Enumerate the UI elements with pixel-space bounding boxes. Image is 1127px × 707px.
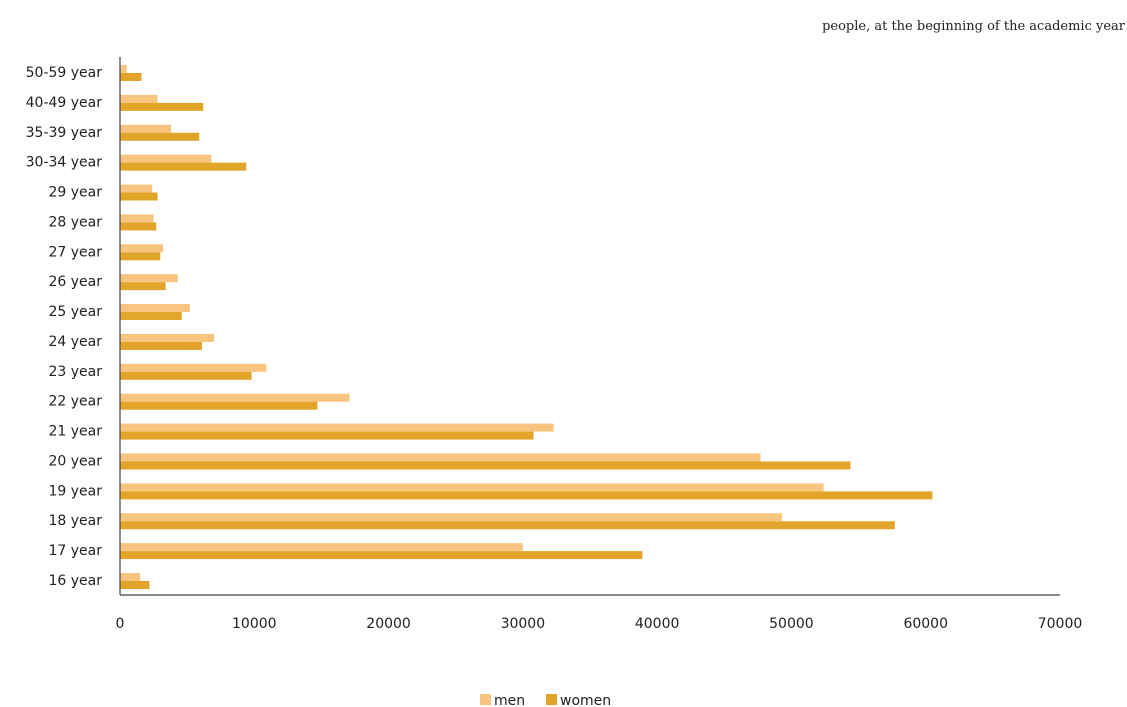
category-label: 18 year <box>49 513 103 529</box>
bar-women <box>120 192 158 201</box>
bar-women <box>120 371 252 380</box>
category-label: 19 year <box>49 483 103 499</box>
category-label: 30-34 year <box>26 155 103 171</box>
bar-men <box>120 363 267 372</box>
x-tick-label: 30000 <box>501 616 546 632</box>
category-label: 23 year <box>49 364 103 380</box>
bar-men <box>120 543 523 552</box>
bars-group <box>120 65 933 589</box>
category-label: 35-39 year <box>26 125 103 141</box>
bar-men <box>120 94 158 103</box>
x-tick-label: 60000 <box>903 616 948 632</box>
bar-women <box>120 431 534 440</box>
bar-women <box>120 312 182 321</box>
bar-men <box>120 393 350 402</box>
legend-label-women: women <box>560 693 611 707</box>
x-tick-label: 10000 <box>232 616 277 632</box>
bar-women <box>120 401 318 410</box>
bar-men <box>120 333 214 342</box>
bar-men <box>120 423 554 432</box>
bar-men <box>120 65 127 73</box>
x-tick-labels: 0 10000 20000 30000 40000 50000 60000 70000 <box>116 616 1083 632</box>
bar-women <box>120 551 643 560</box>
bar-women <box>120 73 142 81</box>
bar-men <box>120 573 141 581</box>
legend-label-men: men <box>494 693 525 707</box>
category-label: 17 year <box>49 543 103 559</box>
category-label: 50-59 year <box>26 65 103 81</box>
bar-women <box>120 102 204 111</box>
x-tick-label: 50000 <box>769 616 814 632</box>
bar-men <box>120 513 783 522</box>
category-label: 40-49 year <box>26 95 103 111</box>
x-tick-label: 40000 <box>635 616 680 632</box>
category-label: 20 year <box>49 453 103 469</box>
bar-women <box>120 222 157 231</box>
chart-subtitle: people, at the beginning of the academic… <box>822 19 1126 34</box>
legend: men women <box>480 693 611 707</box>
bar-women <box>120 581 150 589</box>
category-label: 16 year <box>49 573 103 589</box>
legend-swatch-women <box>546 694 557 705</box>
category-label: 26 year <box>49 274 103 290</box>
category-label: 28 year <box>49 214 103 230</box>
category-label: 24 year <box>49 334 103 350</box>
category-label: 22 year <box>49 394 103 410</box>
bar-men <box>120 154 212 163</box>
bar-women <box>120 521 895 530</box>
x-tick-label: 0 <box>116 616 125 632</box>
bar-women <box>120 252 161 261</box>
bar-women <box>120 132 200 141</box>
category-labels: 16 year 17 year 18 year 19 year 20 year 21 ye… <box>26 65 103 589</box>
x-tick-label: 70000 <box>1038 616 1083 632</box>
bar-women <box>120 162 247 171</box>
bar-men <box>120 483 824 492</box>
bar-women <box>120 491 933 500</box>
bar-men <box>120 304 190 313</box>
bar-women <box>120 461 851 470</box>
bar-women <box>120 341 202 350</box>
category-label: 21 year <box>49 424 103 440</box>
bar-men <box>120 184 153 193</box>
category-label: 25 year <box>49 304 103 320</box>
legend-swatch-men <box>480 694 491 705</box>
bar-men <box>120 124 172 133</box>
bar-men <box>120 453 761 462</box>
category-label: 27 year <box>49 244 103 260</box>
bar-men <box>120 214 154 223</box>
x-tick-label: 20000 <box>366 616 411 632</box>
bar-men <box>120 244 163 253</box>
category-label: 29 year <box>49 185 103 201</box>
bar-women <box>120 282 166 291</box>
bar-men <box>120 274 178 283</box>
